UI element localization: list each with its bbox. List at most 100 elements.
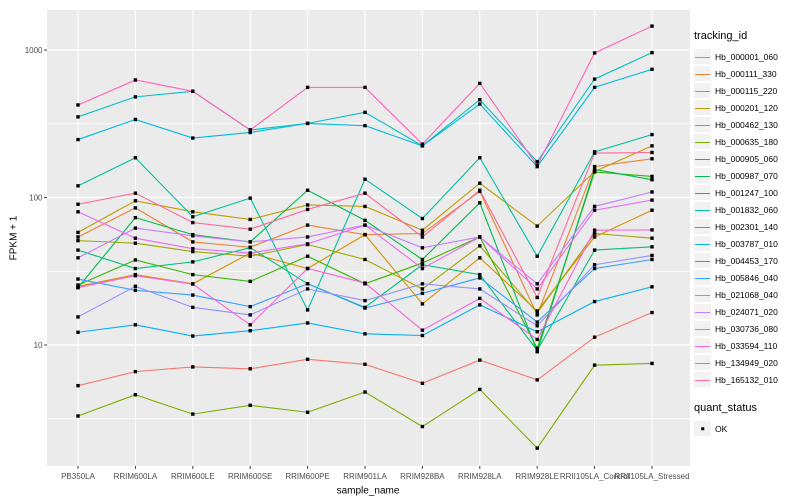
data-point bbox=[535, 282, 539, 286]
data-point bbox=[650, 361, 654, 366]
data-point bbox=[133, 117, 138, 122]
data-point bbox=[535, 330, 539, 334]
data-point bbox=[133, 284, 138, 289]
data-point bbox=[535, 348, 539, 353]
data-point bbox=[650, 245, 654, 249]
x-tick-label: RRIM600LE bbox=[171, 472, 215, 481]
data-point bbox=[248, 403, 252, 408]
data-point bbox=[133, 199, 138, 203]
data-point bbox=[363, 191, 367, 195]
legend-key-swatch bbox=[694, 168, 711, 183]
data-point bbox=[191, 215, 195, 219]
data-point bbox=[305, 357, 310, 361]
data-point bbox=[191, 220, 195, 225]
data-point bbox=[305, 254, 310, 258]
data-point bbox=[133, 236, 138, 240]
data-point bbox=[535, 378, 539, 382]
data-point bbox=[478, 276, 482, 280]
data-point bbox=[478, 81, 482, 86]
legend-key-line bbox=[695, 141, 710, 143]
data-point bbox=[248, 367, 252, 371]
data-point bbox=[650, 257, 654, 262]
x-tick-label: RRIM600LA bbox=[114, 472, 158, 481]
data-point bbox=[535, 313, 539, 317]
quant-status-item: OK bbox=[694, 420, 800, 437]
legend-key-swatch bbox=[694, 253, 711, 268]
data-point bbox=[592, 266, 597, 271]
data-point bbox=[248, 240, 252, 244]
data-point bbox=[76, 184, 80, 188]
data-point bbox=[248, 128, 252, 132]
y-tick-label: 10 bbox=[34, 341, 43, 350]
data-point bbox=[76, 285, 80, 290]
legend-item-label: Hb_000111_330 bbox=[715, 68, 777, 79]
legend: tracking_id Hb_000001_060 Hb_000111_330 Hb… bbox=[694, 30, 800, 437]
data-point bbox=[76, 103, 80, 107]
data-point bbox=[363, 306, 367, 310]
data-point bbox=[191, 293, 195, 297]
legend-key-line bbox=[695, 379, 710, 381]
data-point bbox=[420, 381, 425, 385]
data-point bbox=[592, 164, 597, 169]
data-point bbox=[592, 335, 597, 339]
data-point bbox=[133, 206, 138, 210]
data-point bbox=[650, 132, 654, 137]
data-point bbox=[420, 228, 425, 232]
data-point bbox=[76, 202, 80, 206]
data-point bbox=[420, 231, 425, 236]
data-point bbox=[535, 287, 539, 291]
data-point bbox=[650, 208, 654, 212]
x-axis-title: sample_name bbox=[336, 485, 400, 497]
data-point bbox=[420, 328, 425, 332]
data-point bbox=[592, 263, 597, 267]
data-point bbox=[191, 246, 195, 251]
data-point bbox=[535, 295, 539, 300]
data-point bbox=[248, 217, 252, 222]
data-point bbox=[76, 315, 80, 319]
legend-item-Hb_024071_020: Hb_024071_020 bbox=[694, 303, 800, 320]
data-point bbox=[478, 296, 482, 301]
legend-key-swatch bbox=[694, 287, 711, 302]
data-point bbox=[592, 235, 597, 239]
data-point bbox=[535, 337, 539, 342]
data-point bbox=[76, 248, 80, 252]
data-point bbox=[420, 261, 425, 265]
data-point bbox=[650, 150, 654, 155]
legend-key-line bbox=[695, 158, 710, 160]
data-point bbox=[478, 98, 482, 102]
data-point bbox=[478, 272, 482, 277]
legend-key-swatch bbox=[694, 236, 711, 251]
data-point bbox=[650, 157, 654, 161]
data-point bbox=[363, 390, 367, 394]
data-point bbox=[76, 283, 80, 287]
data-point bbox=[363, 218, 367, 223]
data-point bbox=[478, 244, 482, 248]
data-point bbox=[363, 204, 367, 209]
data-point bbox=[592, 363, 597, 367]
data-point bbox=[650, 67, 654, 71]
data-point bbox=[133, 393, 138, 397]
data-point bbox=[248, 279, 252, 284]
legend-key-line bbox=[695, 311, 710, 313]
data-point bbox=[420, 235, 425, 239]
y-tick-label: 100 bbox=[29, 193, 43, 202]
data-point bbox=[76, 230, 80, 235]
legend-key-swatch bbox=[694, 321, 711, 336]
legend-item-label: Hb_000635_180 bbox=[715, 136, 778, 147]
data-point bbox=[650, 24, 654, 28]
data-point bbox=[363, 123, 367, 128]
data-point bbox=[535, 224, 539, 228]
legend-key-line bbox=[695, 226, 710, 228]
data-point bbox=[535, 163, 539, 168]
data-point bbox=[191, 412, 195, 416]
legend-item-label: Hb_001247_100 bbox=[715, 187, 778, 198]
legend-item-label: Hb_030736_080 bbox=[715, 323, 778, 334]
legend-item-label: Hb_003787_010 bbox=[715, 238, 778, 249]
legend-key-swatch bbox=[694, 270, 711, 285]
legend-key-swatch bbox=[694, 355, 711, 370]
data-point bbox=[76, 137, 80, 142]
legend-key-swatch bbox=[694, 372, 711, 387]
data-point bbox=[76, 210, 80, 214]
data-point bbox=[592, 248, 597, 252]
data-point bbox=[420, 282, 425, 286]
